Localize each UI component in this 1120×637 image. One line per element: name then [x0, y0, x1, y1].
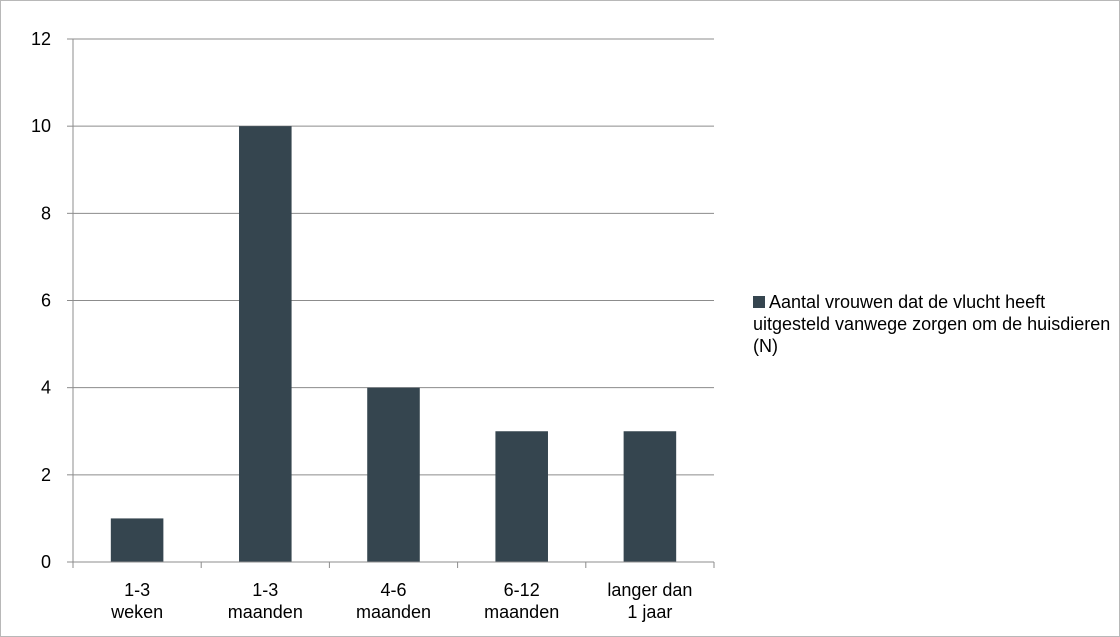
bars: [110, 126, 677, 563]
x-tick-label: 1-3 maanden: [228, 580, 303, 622]
gridlines: [73, 38, 714, 476]
x-tick-label: langer dan 1 jaar: [607, 580, 692, 622]
y-tick-labels: 0 2 4 6 8 10 12: [31, 29, 51, 572]
legend-label: Aantal vrouwen dat de vlucht heeft uitge…: [753, 292, 1111, 356]
bar: [623, 431, 677, 562]
bar: [110, 518, 164, 562]
x-tick-label: 6-12 maanden: [484, 580, 559, 622]
y-tick-label: 12: [31, 29, 51, 49]
axes: [67, 38, 715, 568]
y-tick-label: 8: [41, 203, 51, 223]
y-tick-label: 2: [41, 465, 51, 485]
x-tick-label: 1-3 weken: [110, 580, 163, 622]
bar: [367, 387, 420, 562]
x-tick-labels: 1-3 weken 1-3 maanden 4-6 maanden 6-12 maanden l…: [110, 580, 692, 622]
x-tick-label: 4-6 maanden: [356, 580, 431, 622]
bar: [239, 126, 292, 563]
legend: Aantal vrouwen dat de vlucht heeft uitge…: [753, 291, 1113, 357]
y-tick-label: 10: [31, 116, 51, 136]
legend-swatch: [753, 296, 765, 308]
y-tick-label: 4: [41, 378, 51, 398]
y-tick-label: 6: [41, 291, 51, 311]
y-tick-label: 0: [41, 552, 51, 572]
bar: [495, 431, 548, 562]
